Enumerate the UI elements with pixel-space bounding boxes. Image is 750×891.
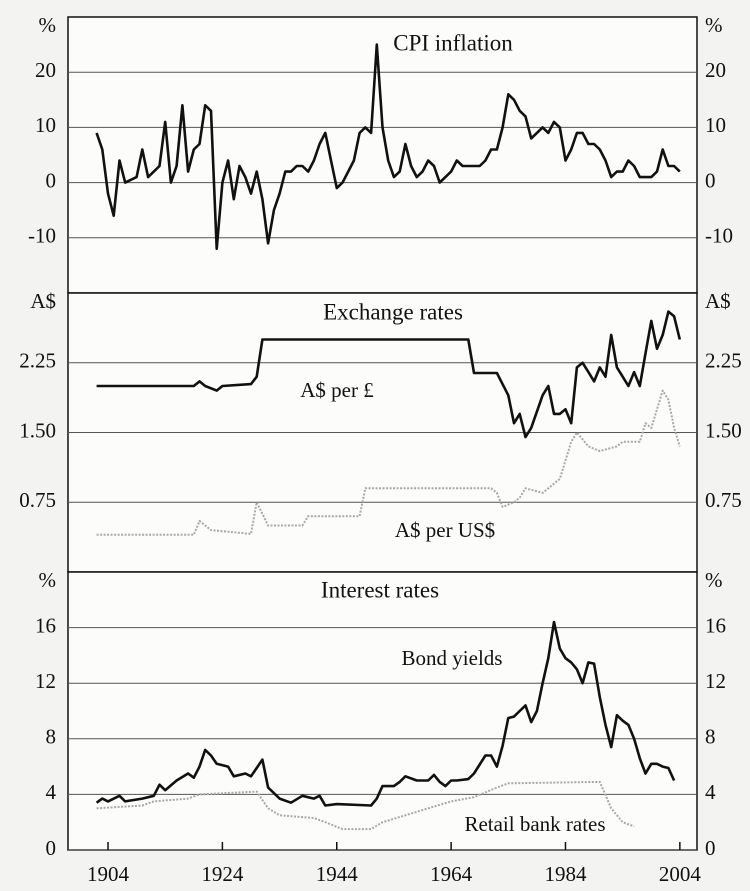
series-label: Bond yields bbox=[402, 646, 503, 670]
series-line bbox=[96, 310, 682, 439]
y-unit: A$ bbox=[30, 289, 56, 313]
y-tick-label-right: 1.50 bbox=[705, 418, 742, 442]
y-tick-label-right: 4 bbox=[705, 780, 716, 804]
panel-title: Interest rates bbox=[321, 577, 439, 602]
y-tick-label: 8 bbox=[46, 725, 57, 749]
panel bbox=[67, 16, 698, 294]
y-tick-label-right: -10 bbox=[705, 224, 733, 248]
x-tick-label: 1944 bbox=[316, 862, 359, 886]
x-tick-label: 1984 bbox=[544, 862, 587, 886]
series-line bbox=[95, 620, 676, 807]
y-tick-label: 4 bbox=[46, 780, 57, 804]
series-label: A$ per £ bbox=[300, 378, 373, 402]
y-tick-label: 0 bbox=[46, 168, 57, 192]
panel-title: CPI inflation bbox=[393, 30, 513, 55]
y-tick-label: 2.25 bbox=[19, 349, 56, 373]
y-tick-label: 16 bbox=[35, 613, 56, 637]
y-tick-label-right: 10 bbox=[705, 113, 726, 137]
series-label: Retail bank rates bbox=[464, 812, 605, 836]
x-tick-label: 2004 bbox=[659, 862, 702, 886]
series-line bbox=[96, 389, 681, 536]
y-tick-label: 10 bbox=[35, 113, 56, 137]
y-unit: % bbox=[39, 13, 57, 37]
y-tick-label-right: 2.25 bbox=[705, 349, 742, 373]
y-tick-label: 20 bbox=[35, 58, 56, 82]
y-tick-label-right: 16 bbox=[705, 613, 726, 637]
y-unit-right: % bbox=[705, 13, 723, 37]
x-tick-label: 1904 bbox=[87, 862, 130, 886]
y-unit-right: % bbox=[705, 568, 723, 592]
y-tick-label-right: 0 bbox=[705, 168, 716, 192]
y-tick-label: -10 bbox=[28, 224, 56, 248]
y-tick-label: 1.50 bbox=[19, 418, 56, 442]
y-tick-label-right: 20 bbox=[705, 58, 726, 82]
x-tick-label: 1964 bbox=[430, 862, 473, 886]
y-tick-label-right: 0 bbox=[705, 836, 716, 860]
y-unit-right: A$ bbox=[705, 289, 731, 313]
series-line bbox=[95, 43, 681, 251]
y-tick-label-right: 12 bbox=[705, 669, 726, 693]
y-tick-label: 12 bbox=[35, 669, 56, 693]
y-tick-label-right: 8 bbox=[705, 725, 716, 749]
panel-title: Exchange rates bbox=[323, 299, 463, 324]
y-tick-label: 0 bbox=[46, 836, 57, 860]
y-tick-label: 0.75 bbox=[19, 488, 56, 512]
y-unit: % bbox=[39, 568, 57, 592]
y-tick-label-right: 0.75 bbox=[705, 488, 742, 512]
x-tick-label: 1924 bbox=[201, 862, 244, 886]
series-label: A$ per US$ bbox=[395, 518, 495, 542]
